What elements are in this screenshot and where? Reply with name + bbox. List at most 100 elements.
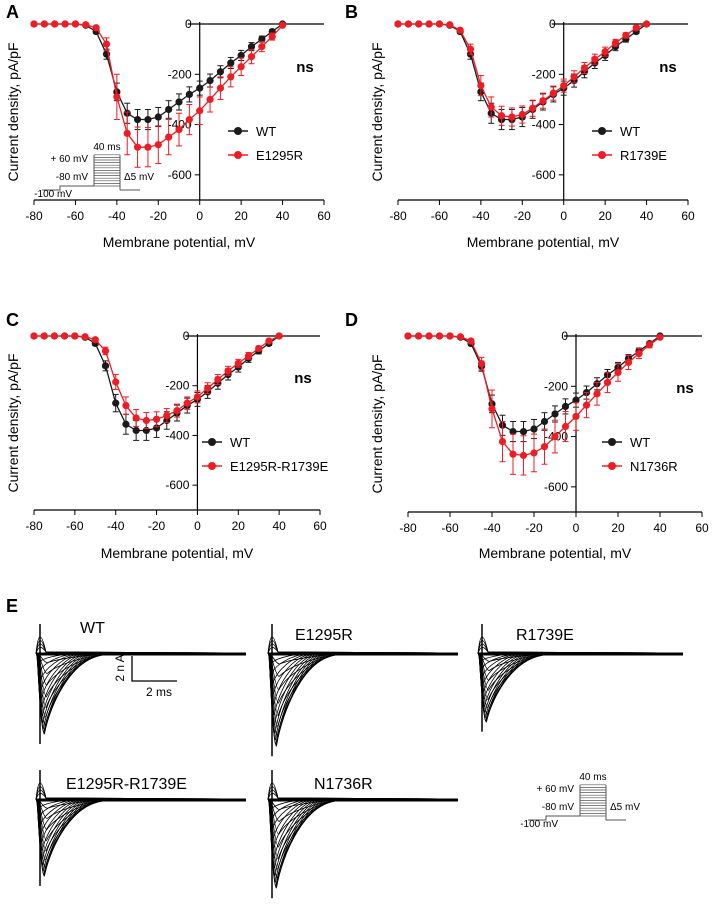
significance-label: ns: [294, 370, 312, 387]
data-point: [227, 59, 235, 67]
data-point: [446, 332, 454, 340]
data-point: [255, 344, 263, 353]
y-tick-label: 0: [183, 329, 190, 343]
data-point: [122, 420, 130, 428]
data-point: [132, 426, 140, 435]
data-point: [71, 332, 79, 340]
data-point: [165, 133, 173, 141]
x-tick-label: -20: [148, 519, 166, 533]
data-point: [123, 129, 131, 137]
trace-sweep: [478, 653, 683, 720]
x-tick-label: 60: [313, 519, 327, 533]
chart-panel-a: A-80 -60 -40 -20 0 20 40 600-200-400-600Membran…: [5, 2, 331, 250]
legend-marker: [608, 438, 616, 446]
data-point: [487, 103, 495, 111]
data-point: [275, 332, 283, 340]
y-tick-label: -600: [165, 478, 189, 492]
voltage-protocol: 40 ms + 60 mV -80 mV -100 mV Δ5 mV: [34, 142, 154, 200]
x-tick-label: -20: [525, 521, 543, 535]
data-point: [268, 32, 276, 41]
y-tick-label: -400: [168, 118, 192, 132]
trace-outward: [35, 636, 247, 655]
trace-sweep: [478, 653, 683, 722]
legend-label: WT: [620, 124, 640, 139]
data-point: [101, 362, 110, 370]
protocol-top: + 60 mV: [50, 154, 88, 165]
x-axis-label: Membrane potential, mV: [467, 234, 620, 250]
trace-label: R1739E: [516, 627, 574, 644]
series-wt: [404, 332, 664, 443]
data-point: [601, 48, 609, 56]
y-tick-label: -200: [168, 67, 192, 81]
legend-entry: R1739E: [592, 148, 667, 163]
data-point: [173, 406, 181, 415]
legend-entry: N1736R: [602, 459, 678, 474]
trace-label: E1295R-R1739E: [66, 776, 187, 793]
data-point: [144, 143, 152, 151]
legend-entry: WT: [592, 124, 640, 139]
data-point: [82, 21, 90, 29]
data-point: [133, 143, 142, 151]
data-point: [477, 360, 486, 368]
data-point: [560, 82, 568, 90]
data-point: [132, 414, 140, 422]
data-point: [394, 20, 402, 28]
x-tick-label: 0: [196, 209, 203, 223]
data-point: [71, 20, 80, 28]
x-tick-label: 20: [611, 521, 625, 535]
data-point: [593, 390, 601, 398]
trace-sweep: [478, 653, 683, 718]
data-point: [247, 43, 256, 51]
legend-label: WT: [230, 435, 250, 450]
data-point: [539, 97, 547, 105]
x-tick-label: -60: [441, 521, 459, 535]
trace-outward: [477, 636, 684, 655]
x-tick-label: 0: [573, 521, 580, 535]
significance-label: ns: [296, 59, 314, 76]
data-point: [258, 43, 266, 51]
data-point: [611, 39, 620, 47]
y-tick-label: 0: [561, 329, 568, 343]
protocol-base: -100 mV: [34, 189, 72, 200]
current-trace-r1739e: R1739E: [477, 624, 684, 732]
legend-entry: WT: [202, 435, 250, 450]
data-point: [204, 384, 212, 392]
x-tick-label: -40: [472, 209, 490, 223]
x-tick-label: 60: [695, 521, 709, 535]
trace-sweep: [268, 653, 458, 727]
data-point: [142, 416, 150, 425]
data-point: [656, 333, 664, 341]
y-axis-label: Current density, pA/pF: [5, 42, 21, 181]
data-point: [580, 64, 589, 72]
trace-label: WT: [80, 620, 105, 637]
data-point: [152, 424, 161, 432]
data-point: [101, 347, 110, 355]
legend-label: E1295R: [256, 148, 303, 163]
data-point: [624, 358, 633, 366]
data-point: [61, 20, 69, 28]
data-point: [185, 115, 193, 124]
data-point: [265, 337, 273, 345]
x-tick-label: 40: [640, 209, 654, 223]
series-line: [398, 23, 647, 121]
data-point: [435, 332, 444, 340]
legend-marker: [608, 462, 616, 470]
data-point: [518, 110, 526, 119]
trace-sweep: [478, 653, 683, 713]
x-tick-label: 0: [194, 519, 201, 533]
protocol-step-size: Δ5 mV: [610, 802, 640, 813]
data-point: [551, 432, 559, 441]
series-line: [34, 23, 283, 121]
data-point: [61, 332, 69, 340]
data-point: [404, 20, 412, 28]
data-point: [206, 95, 214, 104]
trace-sweep: [36, 799, 246, 833]
protocol-step-size: Δ5 mV: [124, 172, 154, 183]
legend-marker: [234, 127, 242, 135]
y-tick-label: -200: [165, 379, 189, 393]
y-tick-label: -600: [544, 480, 568, 494]
data-point: [144, 115, 152, 124]
x-tick-label: 40: [276, 209, 290, 223]
current-trace-n1736r: N1736R: [267, 770, 459, 899]
